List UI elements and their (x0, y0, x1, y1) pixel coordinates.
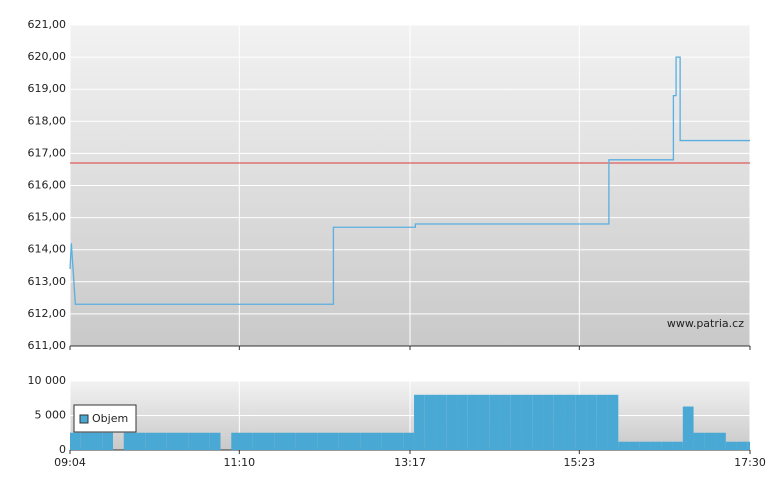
y-tick-label: 614,00 (28, 243, 67, 256)
volume-bar (693, 432, 705, 450)
x-tick-label: 15:23 (563, 456, 595, 469)
volume-bar (424, 394, 436, 450)
volume-bar (704, 432, 716, 450)
volume-bar (682, 406, 694, 450)
volume-bar (575, 394, 587, 450)
volume-bar (607, 394, 619, 450)
volume-bar (371, 432, 382, 450)
volume-bar (328, 432, 339, 450)
volume-bar (360, 432, 372, 450)
volume-bar (543, 394, 554, 450)
y-tick-label: 621,00 (28, 18, 67, 31)
volume-bar (618, 441, 630, 450)
watermark: www.patria.cz (667, 317, 744, 330)
volume-bar (263, 432, 275, 450)
volume-bar (736, 441, 748, 450)
volume-bar (306, 432, 318, 450)
y-tick-label: 10 000 (28, 374, 67, 387)
y-tick-label: 616,00 (28, 179, 67, 192)
volume-bar (457, 394, 468, 450)
volume-bar (510, 394, 522, 450)
volume-bar (188, 432, 200, 450)
volume-bar (532, 394, 544, 450)
y-tick-label: 618,00 (28, 114, 67, 127)
y-tick-label: 617,00 (28, 146, 67, 159)
volume-bar (747, 441, 750, 450)
volume-bar (489, 394, 501, 450)
volume-bar (145, 432, 157, 450)
legend-swatch (79, 414, 89, 424)
volume-bar (274, 432, 286, 450)
volume-bar (586, 394, 597, 450)
volume-bar (317, 432, 329, 450)
y-tick-label: 611,00 (28, 339, 67, 352)
volume-bar (392, 432, 404, 450)
volume-bar (672, 441, 683, 450)
y-tick-label: 0 (59, 443, 66, 456)
volume-bar (521, 394, 533, 450)
volume-bar (414, 394, 425, 450)
volume-bar (177, 432, 189, 450)
volume-bar (123, 432, 135, 450)
volume-bar (91, 432, 103, 450)
volume-bar (338, 432, 350, 450)
volume-bar (403, 432, 415, 450)
y-tick-label: 612,00 (28, 307, 67, 320)
volume-bar (596, 394, 608, 450)
volume-bar (285, 432, 296, 450)
volume-bar (446, 394, 458, 450)
volume-bar (209, 432, 221, 450)
price-line (69, 56, 750, 305)
x-tick-label: 17:30 (734, 456, 766, 469)
volume-bar (295, 432, 307, 450)
volume-bar (166, 432, 178, 450)
volume-bar (199, 432, 210, 450)
volume-bar (467, 394, 479, 450)
volume-bar (725, 441, 737, 450)
volume-bar (564, 394, 576, 450)
volume-bar (553, 394, 565, 450)
volume-bar (156, 432, 167, 450)
legend-label: Objem (92, 412, 128, 425)
volume-bar (80, 432, 92, 450)
volume-bar (349, 432, 361, 450)
volume-bar (134, 432, 146, 450)
volume-bar (629, 441, 640, 450)
volume-bar (478, 394, 490, 450)
volume-bar (242, 432, 253, 450)
y-tick-label: 615,00 (28, 211, 67, 224)
volume-bar (500, 394, 511, 450)
volume-bar (231, 432, 243, 450)
volume-bar (639, 441, 651, 450)
volume-bar (102, 432, 114, 450)
x-tick-label: 13:17 (394, 456, 426, 469)
volume-bar (70, 432, 81, 450)
x-tick-label: 09:04 (54, 456, 86, 469)
volume-bar (381, 432, 393, 450)
legend: Objem (73, 404, 137, 433)
volume-bar (435, 394, 447, 450)
y-tick-label: 619,00 (28, 82, 67, 95)
x-tick-label: 11:10 (223, 456, 255, 469)
volume-bar (661, 441, 673, 450)
volume-bar (650, 441, 662, 450)
y-tick-label: 620,00 (28, 50, 67, 63)
volume-bar (715, 432, 726, 450)
y-tick-label: 613,00 (28, 275, 67, 288)
volume-bar (252, 432, 264, 450)
y-tick-label: 5 000 (35, 409, 67, 422)
